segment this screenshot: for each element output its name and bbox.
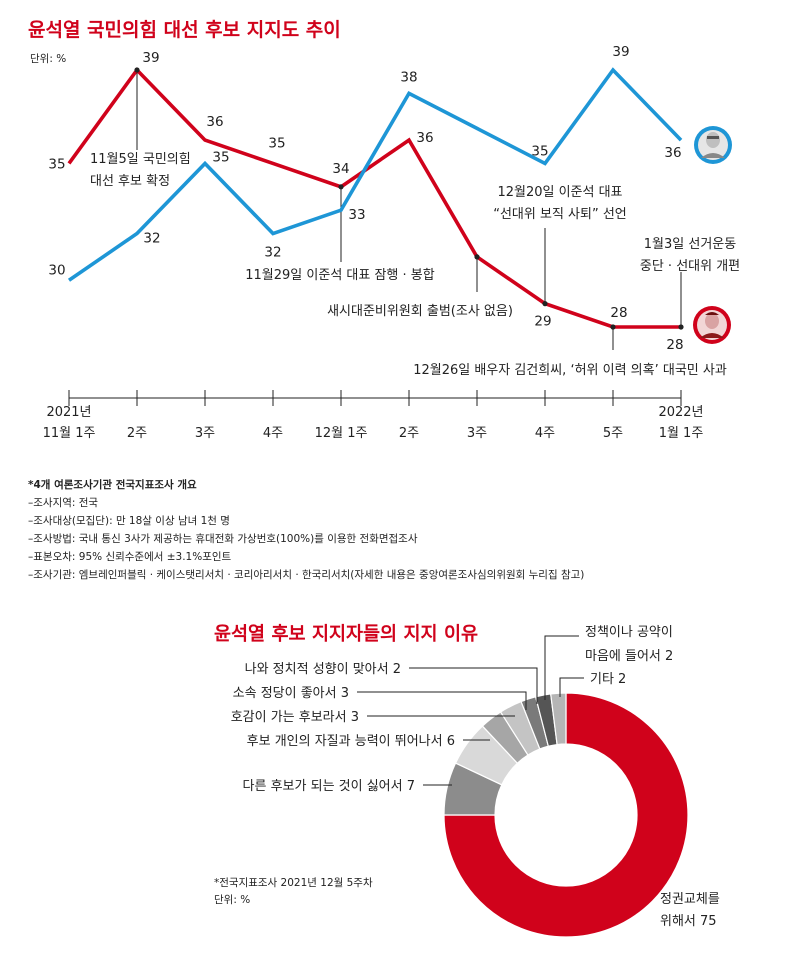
x-tick-label: 3주 <box>195 426 215 441</box>
donut-leader <box>559 677 584 697</box>
value-label-red: 39 <box>142 50 159 66</box>
annotation-text: 중단 · 선대위 개편 <box>640 259 740 274</box>
donut-label: 기타 2 <box>590 672 626 687</box>
donut-leader <box>357 691 527 710</box>
x-tick-label: 12월 1주 <box>315 426 368 441</box>
value-label-red: 29 <box>534 314 551 330</box>
annotation-text: 12월20일 이준석 대표 <box>497 185 622 200</box>
donut-chart-title: 윤석열 후보 지지자들의 지지 이유 <box>214 624 478 645</box>
unit-label: 단위: % <box>30 52 66 65</box>
series-group <box>67 67 684 330</box>
annotation-text: 11월29일 이준석 대표 잠행 · 봉합 <box>245 267 434 283</box>
donut-label: 호감이 가는 후보라서 3 <box>231 710 359 725</box>
value-label-blue: 32 <box>143 231 160 247</box>
annotation-text: 1월3일 선거운동 <box>644 237 736 252</box>
value-label-red: 36 <box>416 130 433 146</box>
red-avatar <box>693 306 731 344</box>
value-label-red: 28 <box>666 337 683 353</box>
x-tick-label-year: 2022년 <box>658 405 703 420</box>
annotation-text: 12월26일 배우자 김건희씨, ‘허위 이력 의혹’ 대국민 사과 <box>413 363 727 378</box>
value-label-red: 28 <box>610 305 627 321</box>
annotation-text: 11월5일 국민의힘 <box>90 152 191 167</box>
value-label-blue: 32 <box>264 245 281 261</box>
annotation-point <box>542 301 548 307</box>
donut-label: 정책이나 공약이 <box>585 625 673 640</box>
series-line-red <box>67 67 681 329</box>
donut-slice <box>443 692 689 938</box>
annotation-text: 대선 후보 확정 <box>90 174 170 189</box>
survey-notes: *4개 여론조사기관 전국지표조사 개요 –조사지역: 전국 –조사대상(모집단… <box>28 478 584 581</box>
value-labels: 35 39 36 35 34 36 29 28 28 30 32 35 32 33 38 35 39 36 <box>48 44 683 353</box>
donut-slice <box>550 692 567 746</box>
note-item: –조사대상(모집단): 만 18살 이상 남녀 1천 명 <box>28 515 230 527</box>
donut-label: 위해서 75 <box>660 914 717 929</box>
value-label-blue: 33 <box>348 207 365 223</box>
notes-heading: *4개 여론조사기관 전국지표조사 개요 <box>28 478 197 491</box>
value-label-blue: 39 <box>612 44 629 60</box>
donut-label: 소속 정당이 좋아서 3 <box>233 686 349 701</box>
value-label-red: 34 <box>332 161 349 177</box>
x-tick-label: 4주 <box>263 426 283 441</box>
x-tick-label: 5주 <box>603 426 623 441</box>
donut-label: 후보 개인의 자질과 능력이 뛰어나서 6 <box>247 734 455 749</box>
value-label-red: 35 <box>268 135 285 151</box>
line-chart-title: 윤석열 국민의힘 대선 후보 지지도 추이 <box>28 19 341 41</box>
value-label-blue: 38 <box>400 69 417 85</box>
value-label-red: 36 <box>206 114 223 130</box>
annotation-text: “선대위 보직 사퇴” 선언 <box>493 207 627 222</box>
x-tick-label-year: 2021년 <box>46 405 91 420</box>
donut-label: 나와 정치적 성향이 맞아서 2 <box>245 662 401 677</box>
donut-leader <box>544 635 579 700</box>
annotation-point <box>474 254 480 260</box>
x-tick-label: 2주 <box>399 426 419 441</box>
x-tick-label: 1월 1주 <box>659 426 704 441</box>
value-label-blue: 36 <box>664 145 681 161</box>
value-label-red: 35 <box>48 156 65 172</box>
annotation-text: 새시대준비위원회 출범(조사 없음) <box>327 304 513 319</box>
note-item: –표본오차: 95% 신뢰수준에서 ±3.1%포인트 <box>28 551 232 563</box>
x-axis: 2021년 11월 1주 2주 3주 4주 12월 1주 2주 3주 4주 5주 2022년 1월 1… <box>43 390 704 441</box>
donut-label: 마음에 들어서 2 <box>585 649 673 664</box>
series-line-blue <box>67 67 683 282</box>
value-label-blue: 35 <box>531 143 548 159</box>
x-tick-label: 4주 <box>535 426 555 441</box>
annotation-point <box>610 324 616 330</box>
note-item: –조사방법: 국내 통신 3사가 제공하는 휴대전화 가상번호(100%)를 이… <box>28 532 418 545</box>
donut-leader <box>409 667 538 704</box>
note-item: –조사기관: 엠브레인퍼블릭 · 케이스탯리서치 · 코리아리서치 · 한국리서… <box>28 568 584 581</box>
annotation-point <box>678 324 684 330</box>
donut-slices <box>443 692 689 938</box>
line-chart: 윤석열 국민의힘 대선 후보 지지도 추이 단위: % 11월5일 국민의힘대선… <box>28 19 740 441</box>
annotation-point <box>134 67 140 73</box>
donut-label: 정권교체를 <box>660 892 720 907</box>
x-tick-label: 2주 <box>127 426 147 441</box>
candidate-avatars <box>693 126 732 344</box>
value-label-blue: 30 <box>48 262 65 278</box>
annotation-point <box>338 184 344 190</box>
blue-avatar <box>694 126 732 164</box>
note-item: –조사지역: 전국 <box>28 497 98 509</box>
x-tick-label: 11월 1주 <box>43 426 96 441</box>
donut-footnote: *전국지표조사 2021년 12월 5주차 <box>214 877 373 889</box>
x-tick-label: 3주 <box>467 426 487 441</box>
donut-footnote: 단위: % <box>214 893 250 906</box>
value-label-blue: 35 <box>212 149 229 165</box>
donut-label: 다른 후보가 되는 것이 싫어서 7 <box>243 779 415 794</box>
